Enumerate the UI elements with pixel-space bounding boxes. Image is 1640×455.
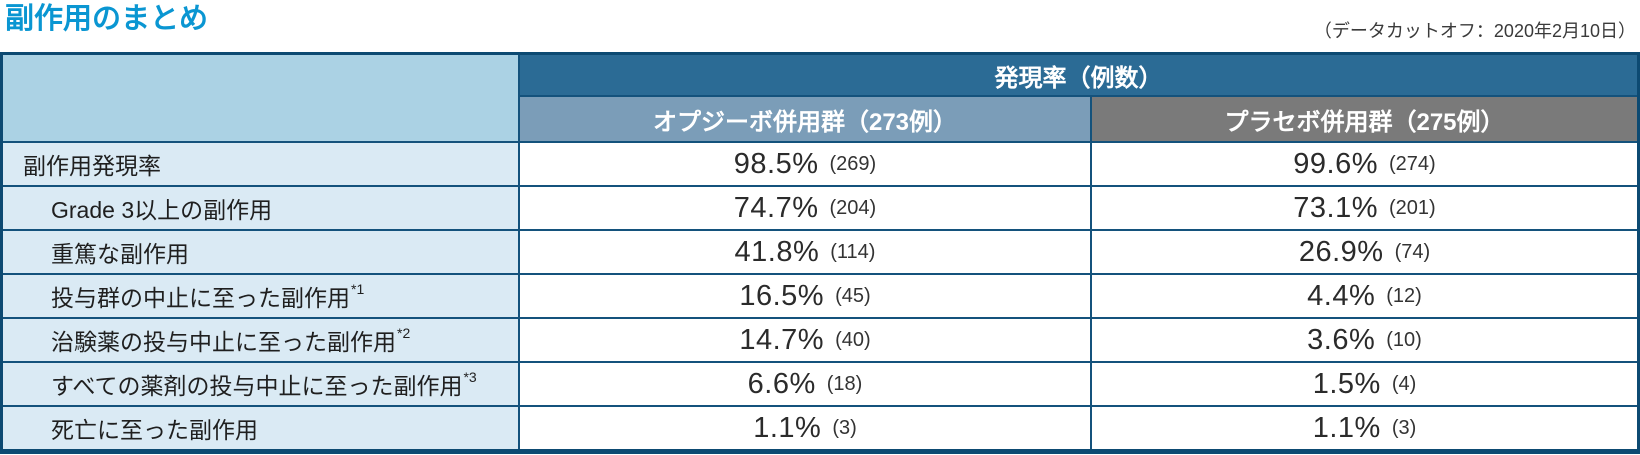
case-count: (18): [826, 372, 863, 395]
row-label-text: 投与群の中止に至った副作用: [51, 285, 350, 311]
case-count: (114): [830, 240, 876, 263]
opdivo-value: 41.8% (114): [520, 231, 1090, 273]
placebo-value: 4.4% (12): [1092, 275, 1637, 317]
row-label: 死亡に至った副作用: [3, 407, 518, 449]
case-count: (45): [835, 284, 871, 307]
placebo-group-header: プラセボ併用群（275例）: [1092, 97, 1637, 141]
pct-value: 74.7%: [733, 191, 819, 224]
row-label-text: 重篤な副作用: [51, 241, 189, 267]
placebo-value: 1.5% (4): [1092, 363, 1637, 405]
pct-value: 14.7%: [739, 323, 825, 356]
placebo-value: 73.1% (201): [1092, 187, 1637, 229]
pct-value: 1.5%: [1312, 367, 1381, 400]
row-label: Grade 3以上の副作用: [3, 187, 518, 229]
case-count: (74): [1394, 240, 1431, 263]
opdivo-value: 98.5% (269): [520, 143, 1090, 185]
row-label-text: すべての薬剤の投与中止に至った副作用: [51, 373, 463, 399]
row-label: 重篤な副作用: [3, 231, 518, 273]
page-title: 副作用のまとめ: [5, 3, 209, 35]
row-label: 治験薬の投与中止に至った副作用 *2: [3, 319, 518, 361]
placebo-value: 99.6% (274): [1092, 143, 1637, 185]
case-count: (40): [835, 328, 871, 351]
adverse-events-table: 発現率（例数） オプジーボ併用群（273例） プラセボ併用群（275例） 副作用…: [0, 52, 1640, 454]
opdivo-value: 16.5% (45): [520, 275, 1090, 317]
pct-value: 4.4%: [1307, 279, 1376, 312]
placebo-value: 26.9% (74): [1092, 231, 1637, 273]
opdivo-value: 14.7% (40): [520, 319, 1090, 361]
case-count: (4): [1391, 372, 1417, 395]
pct-value: 98.5%: [733, 147, 819, 180]
data-cutoff-note: （データカットオフ：2020年2月10日）: [1313, 21, 1636, 41]
case-count: (3): [832, 416, 857, 439]
pct-value: 73.1%: [1293, 191, 1379, 224]
pct-value: 6.6%: [747, 367, 816, 400]
case-count: (204): [829, 196, 877, 219]
case-count: (12): [1386, 284, 1422, 307]
incidence-header: 発現率（例数）: [520, 55, 1637, 95]
corner-cell: [3, 55, 518, 141]
row-label: 投与群の中止に至った副作用 *1: [3, 275, 518, 317]
row-label-text: Grade 3以上の副作用: [51, 197, 273, 223]
row-label: 副作用発現率: [3, 143, 518, 185]
placebo-value: 1.1% (3): [1092, 407, 1637, 449]
pct-value: 16.5%: [739, 279, 825, 312]
pct-value: 99.6%: [1293, 147, 1379, 180]
header-bar: 副作用のまとめ （データカットオフ：2020年2月10日）: [0, 2, 1640, 46]
opdivo-value: 74.7% (204): [520, 187, 1090, 229]
opdivo-group-header: オプジーボ併用群（273例）: [520, 97, 1090, 141]
case-count: (201): [1389, 196, 1436, 219]
case-count: (274): [1389, 152, 1436, 175]
row-label-text: 副作用発現率: [23, 153, 161, 179]
pct-value: 41.8%: [734, 235, 820, 268]
row-label: すべての薬剤の投与中止に至った副作用 *3: [3, 363, 518, 405]
pct-value: 26.9%: [1298, 235, 1384, 268]
placebo-value: 3.6% (10): [1092, 319, 1637, 361]
row-label-text: 死亡に至った副作用: [51, 417, 258, 443]
pct-value: 3.6%: [1307, 323, 1376, 356]
opdivo-value: 1.1% (3): [520, 407, 1090, 449]
case-count: (10): [1386, 328, 1422, 351]
opdivo-value: 6.6% (18): [520, 363, 1090, 405]
case-count: (269): [829, 152, 877, 175]
case-count: (3): [1391, 416, 1417, 439]
row-label-text: 治験薬の投与中止に至った副作用: [51, 329, 396, 355]
pct-value: 1.1%: [753, 411, 822, 444]
pct-value: 1.1%: [1312, 411, 1381, 444]
